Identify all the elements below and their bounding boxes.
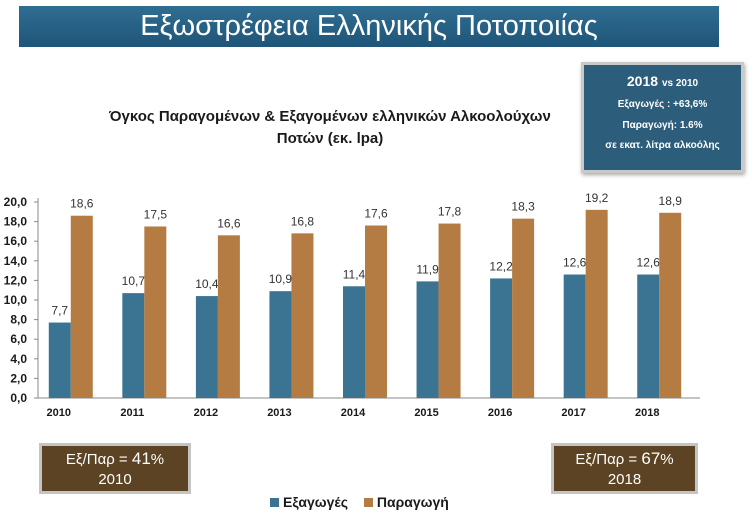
y-tick-label: 20,0 (4, 195, 28, 209)
y-tick-label: 18,0 (4, 215, 28, 229)
ratio-2018-unit: % (660, 451, 674, 468)
bar-exports (122, 293, 145, 398)
legend-item-production: Παραγωγή (363, 494, 449, 510)
x-tick-label: 2018 (635, 407, 659, 419)
chart-legend: Εξαγωγές Παραγωγή (270, 494, 461, 510)
ratio-2010-year: 2010 (98, 471, 132, 488)
bar-production (291, 233, 314, 398)
ratio-2018-value: 67 (641, 449, 661, 468)
bar-production (144, 226, 167, 398)
bar-exports (563, 274, 586, 398)
data-label-exports: 10,4 (195, 277, 219, 291)
data-label-production: 17,5 (144, 208, 168, 222)
summary-year: 2018 (626, 73, 659, 89)
data-label-exports: 11,9 (416, 262, 439, 276)
data-label-production: 18,6 (70, 197, 94, 211)
data-label-exports: 7,7 (51, 304, 68, 318)
summary-box: 2018 vs 2010 Εξαγωγές : +63,6% Παραγωγή:… (581, 62, 744, 173)
data-label-production: 17,8 (438, 205, 462, 219)
legend-swatch-exports (270, 498, 279, 507)
data-label-exports: 11,4 (343, 267, 366, 281)
legend-label-exports: Εξαγωγές (283, 494, 349, 510)
x-tick-label: 2015 (414, 407, 438, 419)
data-label-production: 18,9 (659, 194, 683, 208)
data-label-exports: 10,9 (269, 272, 293, 286)
x-tick-label: 2010 (47, 407, 71, 419)
x-tick-label: 2011 (120, 407, 144, 419)
ratio-box-2010: Εξ/Παρ = 41% 2010 (39, 443, 191, 494)
bar-exports (48, 322, 71, 398)
bar-exports (637, 274, 660, 398)
y-tick-label: 4,0 (10, 352, 27, 366)
ratio-2010-value: 41 (131, 449, 151, 468)
legend-item-exports: Εξαγωγές (270, 494, 352, 510)
ratio-2010-label: Εξ/Παρ = (65, 451, 132, 468)
data-label-production: 19,2 (585, 191, 609, 205)
data-label-production: 16,8 (291, 214, 315, 228)
x-tick-label: 2014 (341, 407, 366, 419)
summary-vs: vs 2010 (661, 78, 699, 89)
legend-label-production: Παραγωγή (376, 494, 449, 510)
x-tick-label: 2012 (194, 407, 218, 419)
y-tick-label: 16,0 (4, 234, 28, 248)
bar-production (438, 223, 461, 398)
y-tick-label: 14,0 (4, 254, 28, 268)
bar-exports (416, 281, 439, 398)
bar-exports (269, 291, 292, 398)
data-label-production: 18,3 (511, 200, 535, 214)
x-tick-label: 2017 (561, 407, 585, 419)
data-label-production: 16,6 (217, 216, 241, 230)
y-tick-label: 6,0 (10, 332, 27, 346)
ratio-box-2018: Εξ/Παρ = 67% 2018 (551, 443, 698, 494)
summary-exports-growth: Εξαγωγές : +63,6% (617, 99, 708, 110)
data-label-exports: 12,6 (563, 256, 587, 270)
y-tick-label: 10,0 (4, 293, 28, 307)
ratio-2018-label: Εξ/Παρ = (575, 451, 642, 468)
ratio-2010-unit: % (150, 451, 165, 468)
y-tick-label: 0,0 (10, 391, 27, 405)
y-tick-label: 12,0 (4, 273, 28, 287)
data-label-exports: 12,6 (637, 256, 661, 270)
x-tick-label: 2013 (267, 407, 291, 419)
chart-title: Όγκος Παραγομένων & Εξαγομένων ελληνικών… (109, 108, 551, 147)
summary-production-growth: Παραγωγή: 1.6% (622, 120, 703, 131)
summary-heading: 2018 vs 2010 (584, 73, 741, 89)
data-label-production: 17,6 (364, 207, 388, 221)
bar-production (512, 218, 535, 398)
legend-swatch-production (363, 498, 373, 507)
bar-exports (343, 286, 365, 398)
bar-production (365, 225, 387, 398)
data-label-exports: 12,2 (489, 259, 513, 273)
data-label-exports: 10,7 (122, 274, 146, 288)
x-tick-label: 2016 (488, 407, 512, 419)
bar-production (659, 212, 682, 398)
bar-production (585, 209, 608, 398)
summary-unit-note: σε εκατ. λίτρα αλκοόλης (605, 140, 720, 151)
y-tick-label: 8,0 (10, 313, 27, 327)
bar-production (70, 215, 93, 398)
bar-production (217, 235, 240, 398)
bar-exports (490, 278, 513, 398)
ratio-2018-year: 2018 (607, 471, 642, 488)
bar-exports (195, 296, 218, 398)
y-tick-label: 2,0 (10, 371, 27, 385)
banner-title: Εξωστρέφεια Ελληνικής Ποτοποιίας (19, 6, 719, 47)
